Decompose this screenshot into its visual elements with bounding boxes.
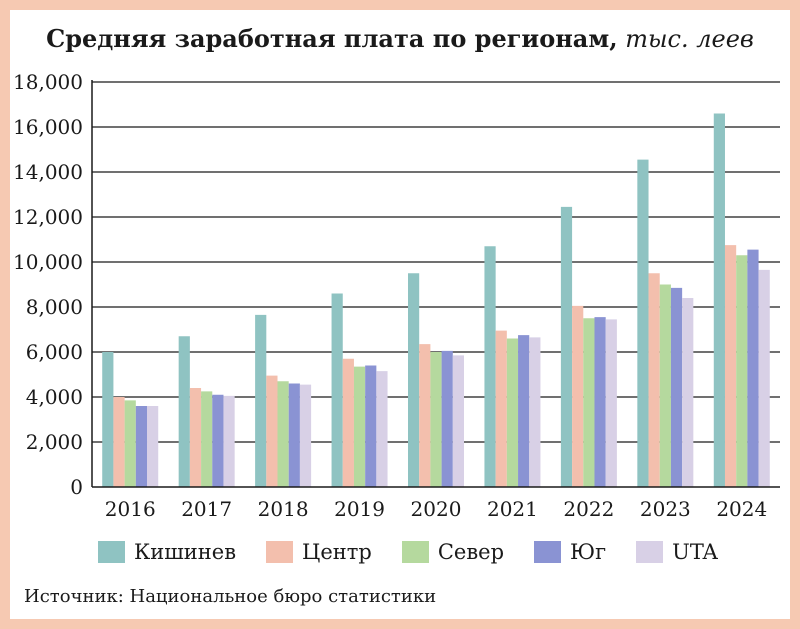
bar-кишинев — [255, 314, 267, 487]
y-tick-label: 12,000 — [13, 205, 83, 229]
bar-кишинев — [713, 113, 725, 487]
chart-title: Средняя заработная плата по регионам, ты… — [10, 24, 790, 53]
bar-центр — [648, 273, 660, 487]
legend-swatch — [98, 541, 125, 563]
bar-север — [430, 352, 442, 487]
x-tick-label: 2021 — [487, 497, 538, 521]
bar-центр — [572, 305, 584, 487]
bar-кишинев — [102, 352, 114, 487]
x-tick-label: 2017 — [181, 497, 232, 521]
bar-uta — [147, 406, 159, 487]
legend-item: Юг — [534, 540, 606, 564]
x-tick-label: 2020 — [411, 497, 462, 521]
bar-центр — [724, 245, 737, 487]
bar-центр — [495, 330, 507, 487]
bar-север — [506, 338, 519, 487]
bar-юг — [594, 317, 606, 487]
legend-swatch — [636, 541, 664, 563]
chart-title-unit: тыс. леев — [625, 25, 754, 53]
legend-label: UTA — [672, 540, 718, 564]
bar-юг — [518, 335, 530, 487]
legend-label: Центр — [302, 540, 372, 564]
bar-кишинев — [637, 159, 649, 487]
bar-uta — [682, 298, 694, 487]
legend-label: Север — [437, 540, 505, 564]
bar-центр — [419, 344, 431, 487]
bar-uta — [376, 371, 388, 487]
bar-север — [353, 366, 366, 487]
x-tick-label: 2024 — [716, 497, 767, 521]
bar-север — [583, 318, 595, 487]
x-tick-label: 2019 — [334, 497, 385, 521]
bar-север — [659, 284, 671, 487]
legend-item: UTA — [636, 540, 718, 564]
y-tick-label: 8,000 — [26, 295, 83, 319]
legend-item: Север — [401, 540, 505, 564]
bar-юг — [212, 394, 224, 487]
bar-юг — [441, 350, 453, 487]
bar-кишинев — [484, 246, 496, 487]
legend-swatch — [534, 541, 562, 563]
chart-title-main: Средняя заработная плата по регионам, — [46, 24, 618, 53]
y-tick-label: 16,000 — [13, 115, 83, 139]
bar-chart: 0 2,000 4,000 6,000 8,000 10,000 12,000 14,000 1… — [13, 70, 780, 521]
y-tick-label: 18,000 — [13, 70, 83, 94]
y-tick-label: 4,000 — [26, 385, 83, 409]
x-tick-label: 2023 — [640, 497, 691, 521]
bar-кишинев — [178, 336, 190, 487]
legend-swatch — [266, 541, 294, 563]
bar-uta — [223, 395, 235, 487]
chart-legend: Кишинев Центр Север Юг UTA — [98, 538, 748, 566]
bar-север — [124, 400, 136, 487]
bar-центр — [189, 388, 202, 487]
x-tick-label: 2016 — [105, 497, 156, 521]
bar-uta — [529, 337, 541, 487]
bar-кишинев — [560, 206, 573, 487]
y-tick-label: 10,000 — [13, 250, 83, 274]
legend-label: Кишинев — [134, 540, 237, 564]
bar-uta — [452, 355, 464, 487]
bar-север — [736, 255, 748, 487]
bar-uta — [605, 319, 617, 487]
bar-юг — [135, 406, 148, 487]
chart-card: Средняя заработная плата по регионам, ты… — [10, 10, 790, 619]
bar-юг — [670, 287, 683, 487]
source-note: Источник: Национальное бюро статистики — [24, 586, 437, 607]
bar-центр — [266, 375, 278, 487]
y-tick-label: 14,000 — [13, 160, 83, 184]
bar-кишинев — [408, 273, 420, 487]
x-tick-label: 2022 — [563, 497, 614, 521]
bar-юг — [288, 383, 300, 487]
x-tick-label: 2018 — [258, 497, 309, 521]
bar-юг — [365, 365, 377, 487]
bar-север — [277, 381, 289, 487]
bar-uta — [758, 269, 770, 487]
legend-item: Кишинев — [98, 540, 236, 564]
bar-юг — [747, 249, 759, 487]
legend-label: Юг — [570, 540, 607, 564]
bar-кишинев — [331, 293, 343, 487]
y-tick-label: 2,000 — [26, 430, 83, 454]
bar-центр — [342, 358, 354, 487]
legend-swatch — [401, 541, 429, 563]
legend-item: Центр — [266, 540, 372, 564]
y-tick-label: 6,000 — [26, 340, 83, 364]
bar-uta — [299, 384, 312, 487]
y-tick-label: 0 — [70, 475, 83, 499]
bar-север — [201, 391, 213, 487]
bar-центр — [113, 397, 125, 487]
